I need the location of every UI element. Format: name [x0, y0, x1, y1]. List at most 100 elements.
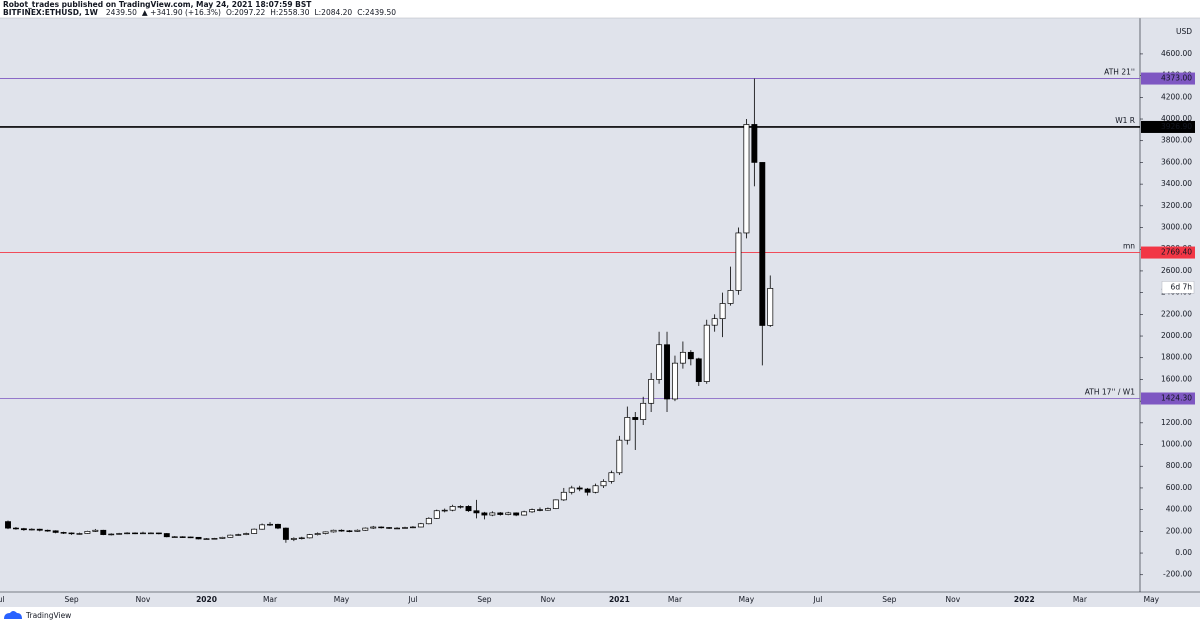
candle-body: [92, 529, 99, 532]
header-value: C:2439.50: [357, 8, 396, 17]
y-tick-label: 0.00: [1175, 548, 1192, 557]
y-tick-label: 3800.00: [1161, 136, 1192, 145]
y-tick-label: -200.00: [1163, 570, 1192, 579]
candle-body: [100, 529, 107, 535]
candle-body: [259, 524, 266, 530]
candle-body: [44, 529, 51, 532]
candle-body: [132, 532, 138, 535]
candle-body: [362, 527, 369, 531]
candle-body: [560, 491, 567, 501]
y-tick-label: 600.00: [1166, 483, 1192, 492]
y-tick-label: 1000.00: [1161, 440, 1192, 449]
y-tick-label: 2200.00: [1161, 309, 1192, 318]
candle-body: [68, 532, 75, 535]
level-value-box: [1141, 246, 1195, 259]
candle-body: [179, 536, 186, 538]
x-tick-label: Sep: [882, 595, 896, 604]
candle-body: [203, 538, 210, 540]
candle-body: [282, 527, 289, 540]
candle-body: [386, 527, 393, 529]
candle-body: [354, 529, 361, 532]
x-tick-label: May: [1144, 595, 1160, 604]
x-tick-label: Jul: [407, 595, 417, 604]
candle-body: [473, 510, 480, 514]
candle-body: [219, 536, 226, 539]
y-tick-label: 2600.00: [1161, 266, 1192, 275]
candle-body: [163, 533, 170, 538]
candle-body: [251, 528, 258, 534]
candle-body: [140, 532, 146, 535]
x-tick-label: 2021: [609, 595, 630, 604]
candle-body: [664, 344, 670, 400]
x-tick-label: Mar: [263, 595, 278, 604]
candle-body: [290, 538, 297, 540]
candle-body: [147, 532, 154, 535]
candle-body: [402, 527, 408, 529]
candle-body: [687, 351, 694, 360]
y-tick-label: 4600.00: [1161, 49, 1192, 58]
candle-body: [330, 529, 337, 533]
candle-body: [306, 534, 313, 539]
candle-body: [537, 509, 543, 511]
y-tick-label: 1600.00: [1161, 374, 1192, 383]
candle-body: [608, 472, 615, 482]
candle-body: [20, 528, 27, 531]
candle-body: [52, 530, 59, 533]
candle-body: [521, 511, 528, 516]
x-tick-label: Sep: [64, 595, 78, 604]
x-tick-label: Mar: [1073, 595, 1088, 604]
candle-body: [759, 162, 766, 326]
candle-body: [624, 417, 631, 441]
candle-body: [449, 506, 456, 511]
candle-body: [378, 526, 385, 529]
y-axis-unit: USD: [1176, 27, 1192, 36]
candle-body: [497, 512, 504, 515]
x-tick-label: Nov: [946, 595, 961, 604]
footer-logo: TradingView: [4, 611, 71, 620]
y-tick-label: 400.00: [1166, 505, 1192, 514]
candle-body: [513, 512, 520, 516]
candle-body: [425, 517, 432, 525]
candle-body: [489, 512, 496, 516]
level-value-box: [1141, 72, 1195, 85]
header-value: H:2558.30: [270, 8, 309, 17]
level-value-label: 3926.90: [1161, 122, 1192, 131]
level-value-box: [1141, 392, 1195, 405]
y-tick-label: 4000.00: [1161, 114, 1192, 123]
plot-background: [0, 18, 1200, 607]
candle-body: [155, 532, 162, 535]
candle-body: [338, 529, 345, 532]
footer-brand: TradingView: [25, 611, 71, 620]
candle-body: [417, 523, 424, 528]
level-label: mn: [1123, 242, 1135, 251]
y-tick-label: 800.00: [1166, 461, 1192, 470]
candle-body: [703, 324, 710, 382]
x-tick-label: Jul: [0, 595, 5, 604]
y-tick-label: 3400.00: [1161, 179, 1192, 188]
y-tick-label: 2000.00: [1161, 331, 1192, 340]
candle-body: [235, 534, 242, 536]
candle-body: [616, 439, 623, 474]
candle-body: [275, 523, 281, 529]
candle-body: [767, 287, 774, 326]
countdown-box: [1161, 281, 1195, 294]
candle-body: [632, 417, 639, 420]
candle-body: [552, 499, 559, 509]
candle-body: [640, 402, 647, 420]
candle-body: [727, 290, 734, 304]
candle-body: [267, 523, 273, 526]
level-value-label: 1424.30: [1161, 394, 1192, 403]
candle-body: [441, 509, 448, 512]
y-tick-label: 3200.00: [1161, 201, 1192, 210]
logo-cloud: [4, 611, 22, 619]
candle-body: [227, 534, 234, 538]
x-tick-label: Sep: [477, 595, 491, 604]
candle-body: [124, 532, 131, 535]
candle-body: [60, 532, 67, 534]
header-value: ▲ +341.90 (+16.3%): [142, 8, 221, 17]
candle-body: [322, 531, 329, 534]
candle-body: [679, 351, 686, 364]
candle-body: [433, 510, 440, 519]
candle-body: [529, 509, 535, 513]
candle-body: [211, 538, 218, 540]
